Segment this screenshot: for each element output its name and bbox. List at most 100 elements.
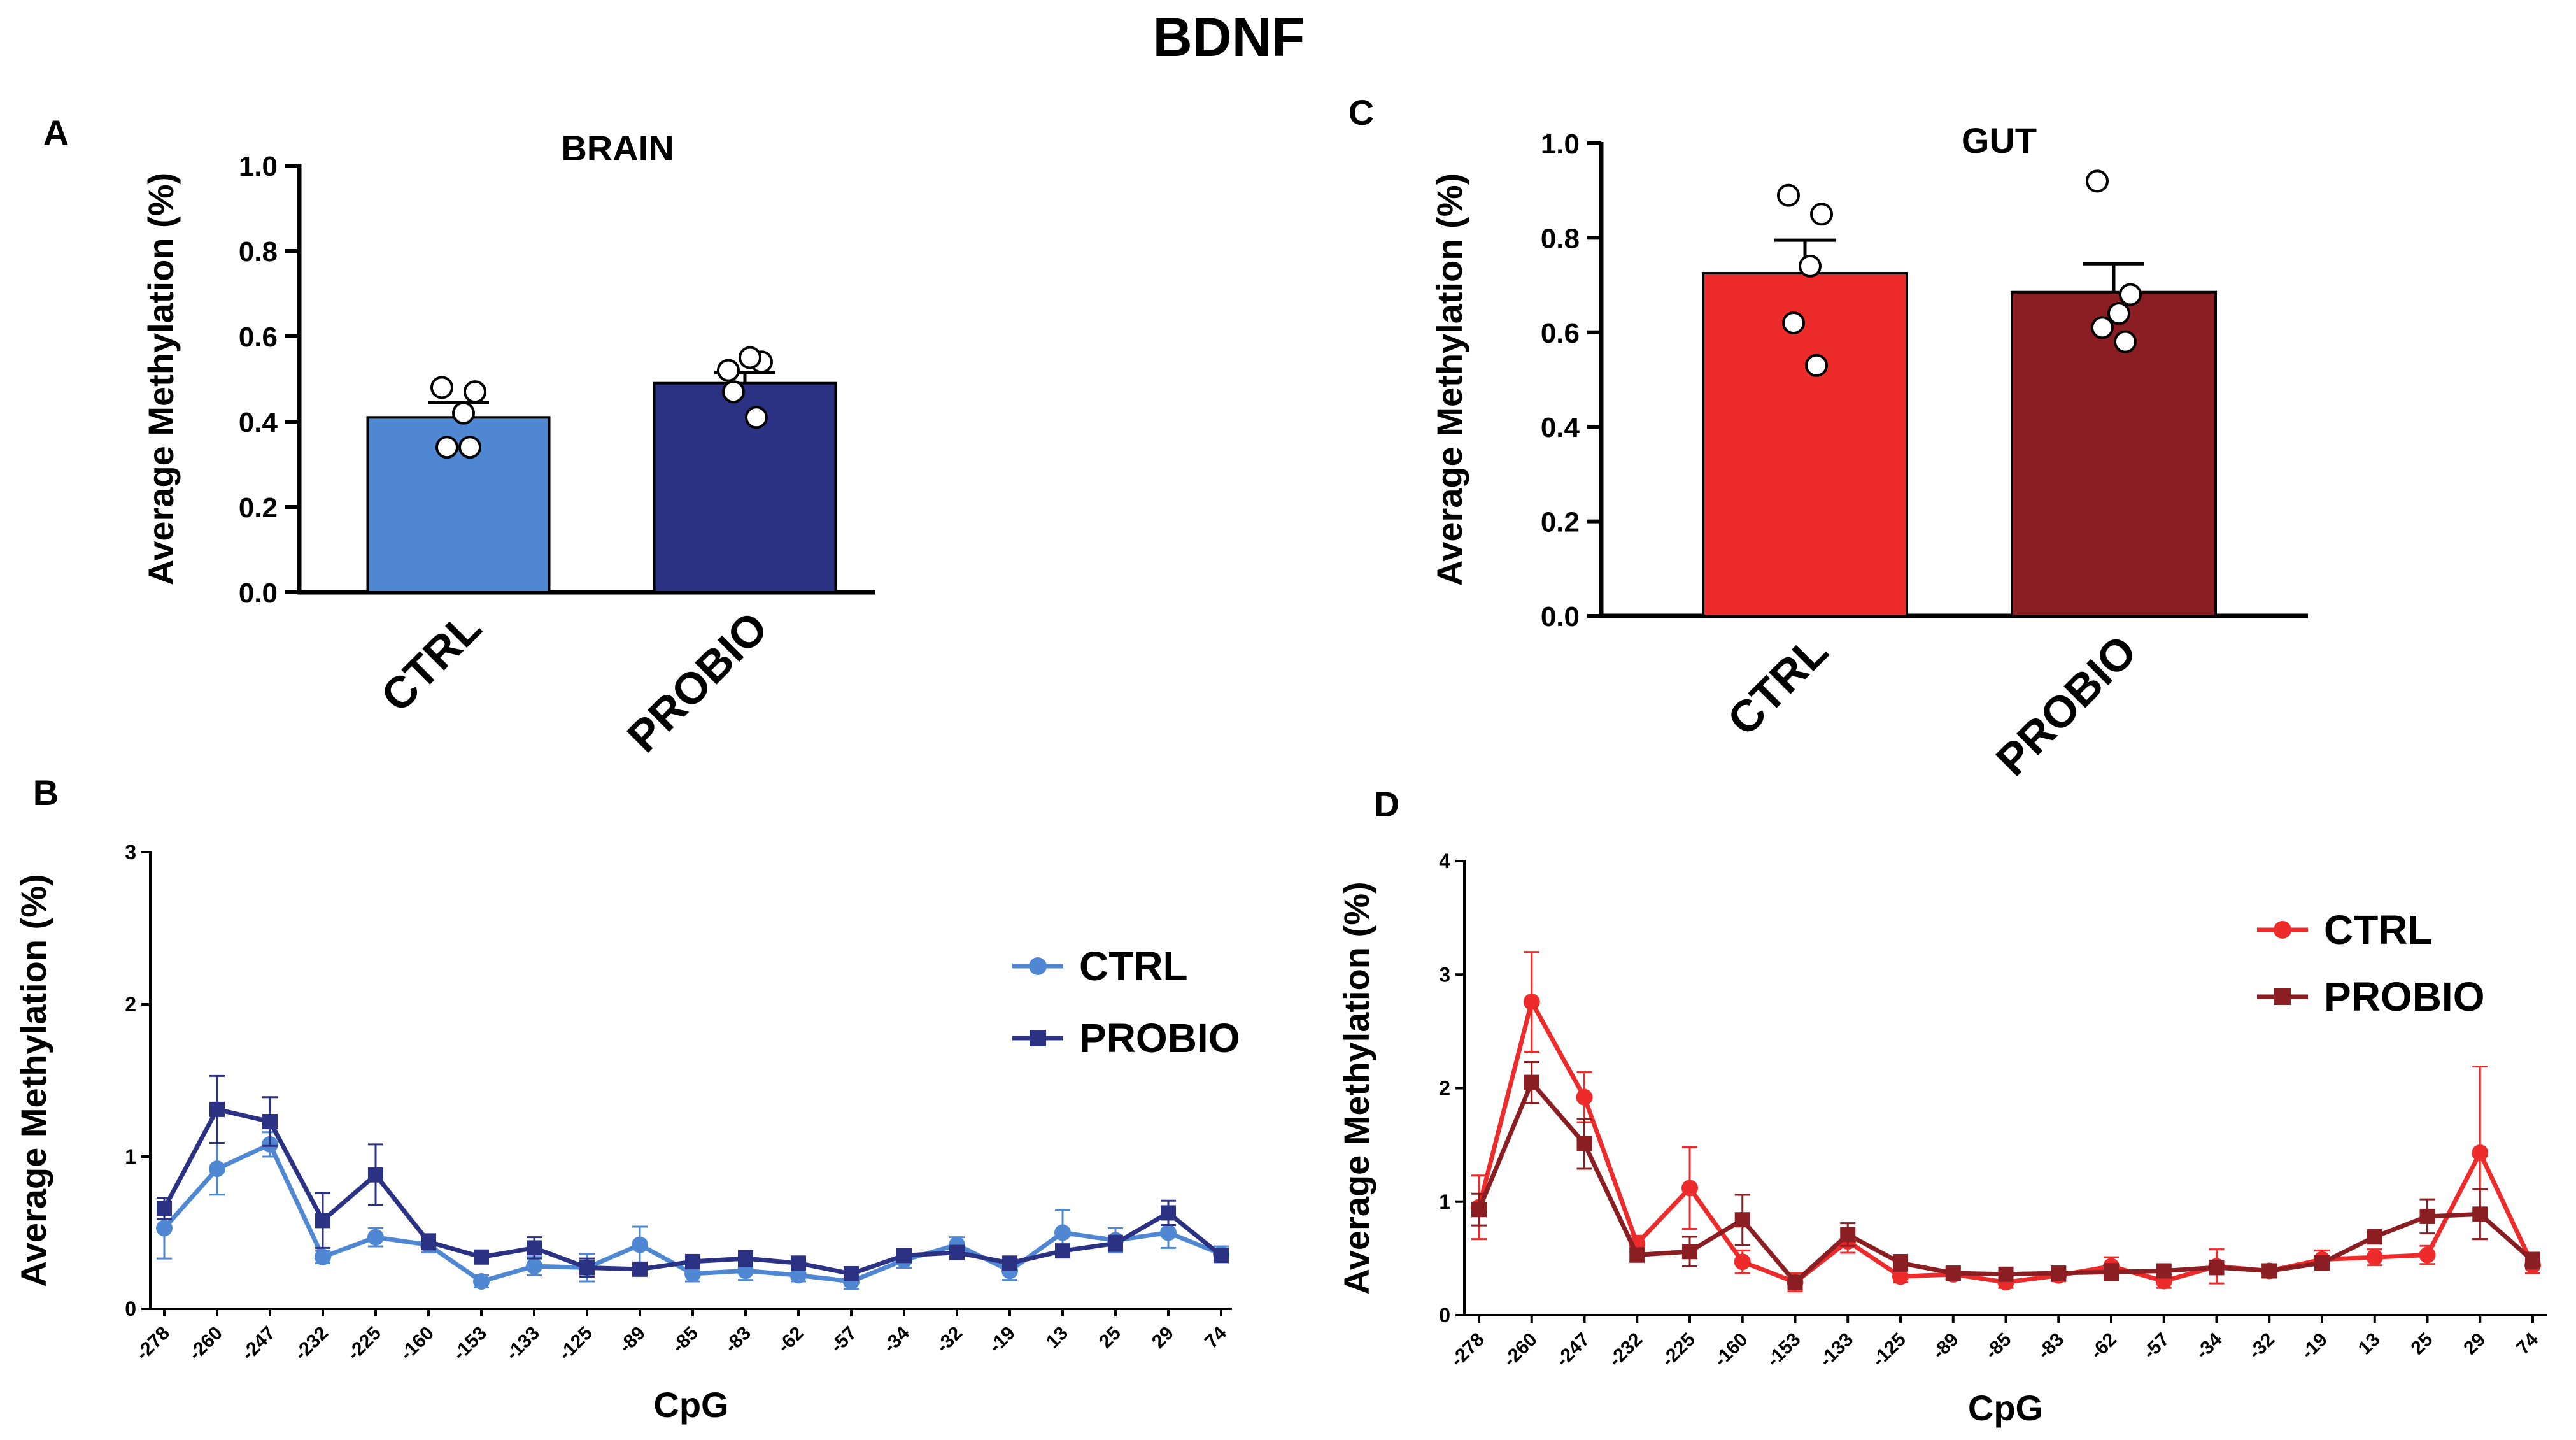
x-tick-label: -89 bbox=[615, 1323, 649, 1357]
x-tick-label: -83 bbox=[2034, 1329, 2068, 1364]
y-axis-label: Average Methylation (%) bbox=[1336, 881, 1376, 1294]
x-tick-label: -85 bbox=[1981, 1329, 2015, 1364]
data-point bbox=[2114, 330, 2137, 353]
x-tick-label: -125 bbox=[555, 1323, 597, 1365]
data-point bbox=[2119, 283, 2142, 306]
x-tick-label: -153 bbox=[1763, 1329, 1805, 1371]
data-point bbox=[2104, 1264, 2119, 1280]
data-point bbox=[262, 1114, 278, 1130]
legend-label-probio: PROBIO bbox=[2324, 974, 2484, 1020]
x-tick-label: -160 bbox=[396, 1323, 438, 1365]
data-point bbox=[1810, 203, 1833, 226]
y-tick-label: 2 bbox=[125, 993, 136, 1016]
data-point bbox=[1805, 353, 1828, 377]
data-point bbox=[1787, 1274, 1803, 1290]
x-tick-label: -133 bbox=[1815, 1329, 1857, 1371]
x-tick-label: -32 bbox=[2244, 1329, 2279, 1364]
data-point bbox=[1161, 1205, 1176, 1221]
panel-label-d: D bbox=[1374, 784, 1399, 824]
y-tick-label: 0.0 bbox=[239, 578, 278, 609]
data-point bbox=[156, 1220, 173, 1237]
x-tick-label: -89 bbox=[1928, 1329, 1963, 1364]
data-point bbox=[722, 380, 745, 404]
data-point bbox=[2525, 1253, 2540, 1269]
x-tick-label: -278 bbox=[1447, 1329, 1489, 1371]
legend-marker bbox=[1030, 1030, 1046, 1046]
bar-ctrl bbox=[1702, 272, 1908, 617]
data-point bbox=[1523, 994, 1540, 1011]
y-tick-label: 0.2 bbox=[239, 492, 278, 524]
data-point bbox=[717, 359, 740, 382]
y-axis-label: Average Methylation (%) bbox=[13, 874, 53, 1287]
chart-title: GUT bbox=[1962, 120, 2037, 160]
y-tick-label: 0.8 bbox=[239, 236, 278, 267]
x-tick-label: -57 bbox=[826, 1323, 861, 1357]
data-point bbox=[896, 1248, 912, 1264]
x-axis-label: CpG bbox=[1968, 1388, 2043, 1428]
data-point bbox=[473, 1272, 490, 1290]
x-tick-label: -260 bbox=[1499, 1329, 1541, 1371]
x-category-label: PROBIO bbox=[618, 602, 777, 761]
x-tick-label: 13 bbox=[1042, 1323, 1072, 1353]
x-tick-label: -153 bbox=[449, 1323, 491, 1365]
bar-probio bbox=[653, 381, 837, 594]
data-point bbox=[739, 346, 761, 369]
data-point bbox=[421, 1234, 436, 1250]
data-point bbox=[2107, 302, 2130, 325]
x-tick-label: -19 bbox=[2297, 1329, 2332, 1364]
x-tick-label: -247 bbox=[237, 1323, 280, 1365]
y-tick-label: 1.0 bbox=[239, 151, 278, 182]
data-point bbox=[745, 406, 768, 429]
x-tick-label: 13 bbox=[2354, 1329, 2384, 1359]
y-tick-label: 1 bbox=[1439, 1190, 1450, 1213]
x-tick-label: -62 bbox=[774, 1323, 808, 1357]
data-point bbox=[684, 1265, 701, 1283]
data-point bbox=[1945, 1265, 1961, 1281]
data-point bbox=[209, 1160, 225, 1178]
x-tick-label: -160 bbox=[1710, 1329, 1752, 1371]
x-tick-label: 25 bbox=[2407, 1329, 2437, 1359]
x-tick-label: 74 bbox=[2512, 1329, 2542, 1358]
y-axis-label: Average Methylation (%) bbox=[141, 173, 181, 585]
data-point bbox=[1629, 1247, 1645, 1263]
y-tick-label: 2 bbox=[1439, 1077, 1450, 1100]
y-tick-label: 1 bbox=[125, 1145, 136, 1168]
data-point bbox=[844, 1266, 859, 1282]
data-point bbox=[2366, 1249, 2383, 1266]
x-tick-label: -34 bbox=[879, 1322, 914, 1357]
data-point bbox=[452, 401, 475, 425]
data-point bbox=[2086, 169, 2109, 193]
data-point bbox=[1471, 1202, 1487, 1218]
data-point bbox=[367, 1229, 384, 1246]
y-tick-label: 0.6 bbox=[239, 322, 278, 353]
data-point bbox=[1108, 1236, 1123, 1251]
data-point bbox=[1524, 1074, 1539, 1090]
data-point bbox=[1214, 1248, 1229, 1264]
data-point bbox=[1799, 254, 1822, 278]
x-tick-label: 29 bbox=[1148, 1323, 1178, 1353]
data-point bbox=[1681, 1180, 1698, 1197]
y-tick-label: 0.6 bbox=[1541, 318, 1580, 349]
data-point bbox=[2051, 1265, 2067, 1281]
x-tick-label: -57 bbox=[2139, 1329, 2174, 1364]
y-tick-label: 0.2 bbox=[1541, 507, 1580, 538]
data-point bbox=[2472, 1206, 2488, 1222]
x-tick-label: 74 bbox=[1201, 1322, 1231, 1352]
x-tick-label: -247 bbox=[1552, 1329, 1594, 1371]
legend-marker bbox=[2274, 988, 2291, 1005]
data-point bbox=[1576, 1088, 1593, 1106]
y-tick-label: 4 bbox=[1439, 850, 1450, 873]
bar-probio bbox=[2011, 290, 2217, 617]
panel-label-c: C bbox=[1348, 92, 1374, 132]
data-point bbox=[157, 1201, 172, 1216]
data-point bbox=[368, 1167, 383, 1183]
data-point bbox=[2314, 1255, 2330, 1271]
x-category-label: CTRL bbox=[1718, 625, 1837, 745]
data-point bbox=[526, 1258, 542, 1275]
y-tick-label: 0.4 bbox=[239, 407, 278, 438]
x-tick-label: -225 bbox=[1657, 1329, 1699, 1371]
y-tick-label: 0 bbox=[125, 1297, 136, 1320]
x-tick-label: -260 bbox=[185, 1323, 227, 1365]
data-point bbox=[2209, 1260, 2225, 1276]
